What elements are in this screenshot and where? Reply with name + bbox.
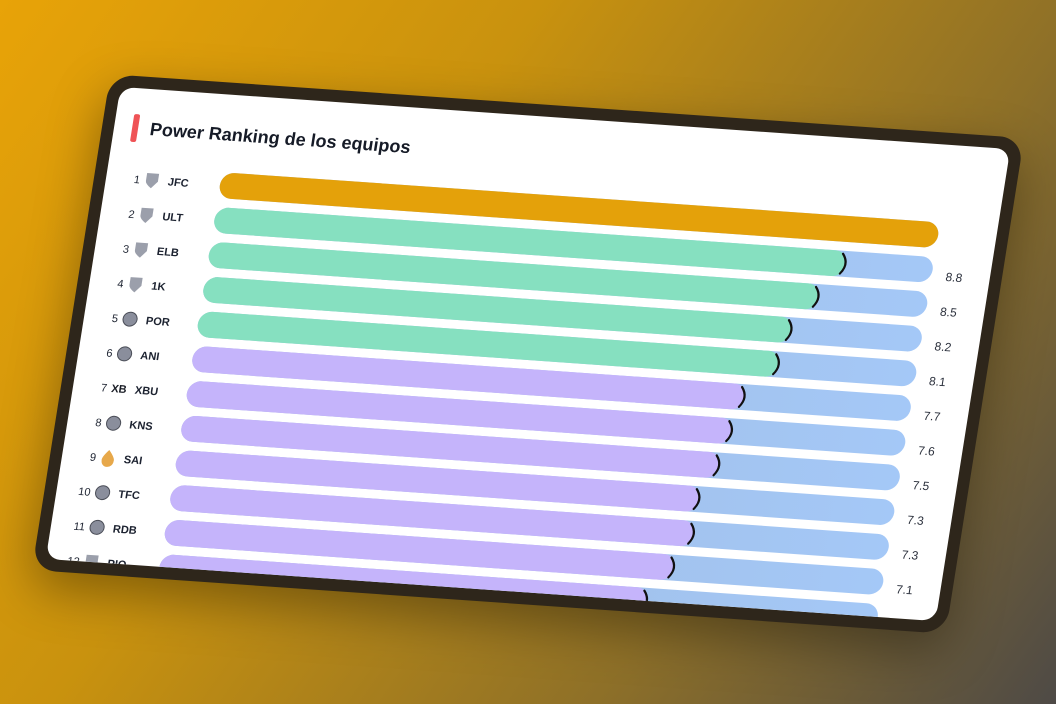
- rank-number: 5: [111, 313, 119, 325]
- team-logo-shield-icon: [145, 172, 160, 189]
- team-logo-drop-icon: [101, 450, 114, 467]
- rank-number: 9: [89, 452, 97, 464]
- bar-value-label: 7.3: [906, 513, 925, 528]
- bar-fill: [214, 207, 847, 277]
- ranking-row: 7 XB XBU 7.6: [100, 381, 936, 459]
- bar-marker: [505, 615, 514, 622]
- team-label: JFC: [167, 177, 190, 190]
- chart-card: Power Ranking de los equipos 1 JFC 2 ULT 8.8…: [45, 86, 1011, 622]
- rank-number: 4: [116, 278, 124, 290]
- ranking-row: 2 ULT 8.8: [127, 207, 964, 285]
- rank-number: 3: [122, 244, 130, 256]
- bar-value-label: 8.8: [945, 270, 964, 285]
- bar-value-label: 7.1: [895, 582, 914, 597]
- team-label: 1K: [150, 281, 166, 294]
- team-label: PIO: [106, 558, 127, 571]
- bar-value-label: 7.6: [917, 444, 936, 459]
- bar-marker: [712, 454, 721, 477]
- ranking-row: 4 1K 8.2: [116, 277, 953, 354]
- bar-fill: [192, 346, 746, 410]
- bar-marker: [838, 252, 847, 275]
- ranking-row: 9 SAI 7.3: [89, 450, 925, 528]
- team-logo-circle-icon: [95, 485, 111, 501]
- team-label: XBU: [134, 385, 159, 398]
- bar-value-label: 8.1: [928, 374, 947, 389]
- bar-value-label: 6.8: [890, 617, 909, 621]
- rank-number: 12: [66, 555, 80, 568]
- chart-frame: Power Ranking de los equipos 1 JFC 2 ULT 8.8…: [31, 74, 1025, 634]
- bar-marker: [737, 385, 746, 408]
- ranking-row: 1 JFC: [133, 172, 939, 248]
- rank-number: 11: [73, 521, 86, 534]
- rank-number: 7: [100, 382, 108, 394]
- bar-fill: [181, 415, 721, 478]
- bar-fill: [203, 277, 793, 343]
- team-logo-shield-icon: [140, 207, 154, 223]
- bar-fill: [153, 589, 514, 622]
- bar-value-label: 7.5: [912, 478, 931, 493]
- bar-marker: [667, 556, 676, 579]
- bar-marker: [811, 285, 820, 308]
- ranking-row: 11 RDB 7.1: [73, 519, 914, 597]
- team-logo-circle-icon: [122, 311, 138, 327]
- rank-number: 2: [127, 209, 135, 221]
- bar-value-label: 7.3: [901, 548, 920, 563]
- team-logo-shield-icon: [129, 277, 143, 293]
- rank-number: 6: [105, 348, 113, 360]
- rank-number: 1: [133, 174, 141, 186]
- bar-value-label: 8.5: [939, 305, 958, 320]
- team-label: ELB: [156, 246, 180, 259]
- bar-fill: [208, 242, 820, 310]
- team-logo-circle-icon: [117, 346, 133, 362]
- bar-fill: [175, 450, 701, 512]
- rank-number: 8: [94, 417, 102, 429]
- team-label: ULT: [161, 211, 184, 224]
- team-logo-shield-icon: [134, 242, 149, 258]
- team-label: ANI: [139, 350, 160, 363]
- team-logo-circle-icon: [89, 519, 105, 535]
- bar-value-label: 8.2: [934, 339, 953, 354]
- ranking-row: 3 ELB 8.5: [122, 242, 958, 320]
- team-label: POR: [145, 315, 171, 329]
- ranking-row: 8 KNS 7.5: [94, 415, 931, 493]
- team-label: TFC: [117, 489, 140, 502]
- bar-fill: [164, 520, 676, 580]
- bar-fill: [197, 311, 780, 377]
- bar-marker: [784, 319, 793, 342]
- bar-marker: [725, 420, 734, 443]
- bar-fill: [219, 173, 939, 248]
- bar-marker: [687, 522, 696, 545]
- ranking-row: 5 POR 8.1: [111, 311, 947, 389]
- bar-marker: [772, 353, 780, 376]
- team-label: RDB: [112, 524, 138, 538]
- ranking-row: 6 ANI 7.7: [105, 346, 942, 424]
- rank-number: 10: [77, 486, 91, 499]
- bar-fill: [186, 381, 733, 444]
- bar-marker: [692, 488, 701, 511]
- bar-value-label: 7.7: [923, 409, 942, 424]
- team-label: KNS: [128, 419, 153, 432]
- team-logo-shield-icon: [85, 554, 99, 570]
- ranking-row: 10 TFC 7.3: [77, 485, 920, 563]
- team-label: SAI: [123, 454, 143, 467]
- bar-fill: [170, 485, 695, 547]
- team-logo-circle-icon: [106, 415, 122, 431]
- team-logo-letter-icon: XB: [110, 383, 127, 396]
